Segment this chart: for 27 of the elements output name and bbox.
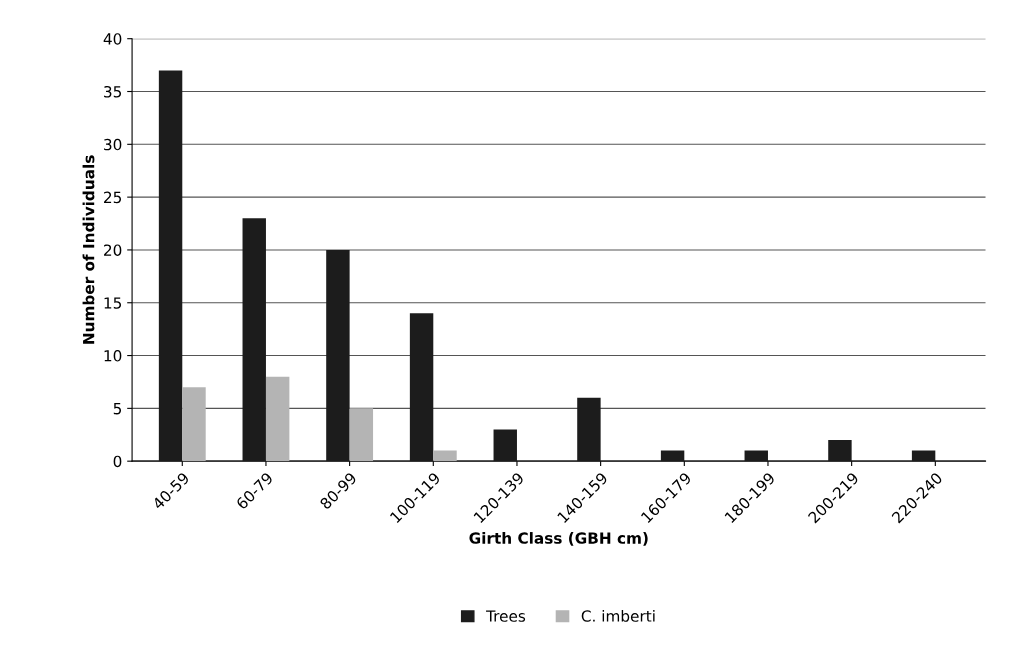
bar bbox=[433, 450, 457, 462]
y-tick-label: 5 bbox=[113, 403, 122, 415]
bar bbox=[158, 70, 183, 462]
bar bbox=[349, 408, 374, 462]
bar bbox=[326, 249, 350, 462]
y-tick-label: 40 bbox=[103, 33, 122, 45]
x-axis-title: Girth Class (GBH cm) bbox=[469, 532, 648, 546]
y-tick-label: 25 bbox=[104, 191, 122, 204]
bar bbox=[911, 450, 936, 462]
bar bbox=[265, 376, 290, 462]
bar bbox=[409, 313, 434, 462]
legend-label: C. imberti bbox=[581, 610, 655, 622]
bar bbox=[493, 429, 517, 462]
y-tick-label: 10 bbox=[104, 350, 122, 362]
bar bbox=[242, 218, 266, 462]
y-tick-label: 20 bbox=[104, 244, 122, 256]
legend-label: Trees bbox=[486, 610, 526, 622]
bar bbox=[660, 450, 685, 462]
y-tick-label: 0 bbox=[113, 455, 122, 468]
y-axis-title: Number of Individuals bbox=[82, 155, 95, 344]
bar bbox=[744, 450, 768, 462]
y-tick-label: 35 bbox=[104, 85, 122, 98]
bar bbox=[577, 397, 601, 462]
y-tick-label: 15 bbox=[104, 297, 122, 309]
bar bbox=[828, 440, 852, 462]
y-tick-label: 30 bbox=[104, 138, 122, 151]
bar bbox=[182, 387, 206, 462]
